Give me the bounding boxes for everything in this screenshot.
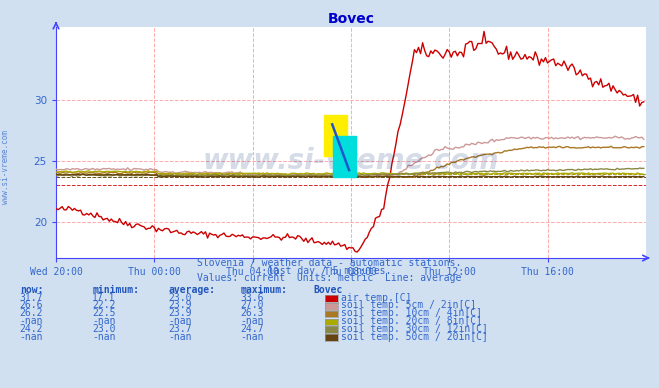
Text: -nan: -nan bbox=[20, 316, 43, 326]
Text: 23.0: 23.0 bbox=[168, 293, 192, 303]
Text: 24.2: 24.2 bbox=[20, 324, 43, 334]
Text: -nan: -nan bbox=[168, 331, 192, 341]
Text: 27.0: 27.0 bbox=[241, 300, 264, 310]
Text: Bovec: Bovec bbox=[313, 285, 343, 295]
Text: -nan: -nan bbox=[92, 331, 116, 341]
Text: 23.9: 23.9 bbox=[168, 300, 192, 310]
Text: 26.2: 26.2 bbox=[20, 308, 43, 318]
Text: now:: now: bbox=[20, 285, 43, 295]
Text: -nan: -nan bbox=[20, 331, 43, 341]
Text: soil temp. 20cm / 8in[C]: soil temp. 20cm / 8in[C] bbox=[341, 316, 482, 326]
Text: -nan: -nan bbox=[168, 316, 192, 326]
Text: soil temp. 5cm / 2in[C]: soil temp. 5cm / 2in[C] bbox=[341, 300, 476, 310]
Bar bbox=[324, 115, 347, 156]
Bar bbox=[333, 136, 356, 177]
Text: 26.6: 26.6 bbox=[20, 300, 43, 310]
Text: soil temp. 10cm / 4in[C]: soil temp. 10cm / 4in[C] bbox=[341, 308, 482, 318]
Title: Bovec: Bovec bbox=[328, 12, 374, 26]
Text: average:: average: bbox=[168, 285, 215, 295]
Text: Values: current  Units: metric  Line: average: Values: current Units: metric Line: aver… bbox=[197, 273, 462, 283]
Text: -nan: -nan bbox=[92, 316, 116, 326]
Text: 23.7: 23.7 bbox=[168, 324, 192, 334]
Text: last day / 5 minutes.: last day / 5 minutes. bbox=[268, 265, 391, 275]
Text: 24.7: 24.7 bbox=[241, 324, 264, 334]
Text: 23.0: 23.0 bbox=[92, 324, 116, 334]
Text: 23.9: 23.9 bbox=[168, 308, 192, 318]
Text: www.si-vreme.com: www.si-vreme.com bbox=[203, 147, 499, 175]
Text: air temp.[C]: air temp.[C] bbox=[341, 293, 412, 303]
Text: soil temp. 50cm / 20in[C]: soil temp. 50cm / 20in[C] bbox=[341, 331, 488, 341]
Text: 26.3: 26.3 bbox=[241, 308, 264, 318]
Text: 22.2: 22.2 bbox=[92, 300, 116, 310]
Text: maximum:: maximum: bbox=[241, 285, 287, 295]
Text: soil temp. 30cm / 12in[C]: soil temp. 30cm / 12in[C] bbox=[341, 324, 488, 334]
Text: -nan: -nan bbox=[241, 316, 264, 326]
Text: 33.6: 33.6 bbox=[241, 293, 264, 303]
Text: 31.7: 31.7 bbox=[20, 293, 43, 303]
Text: 22.5: 22.5 bbox=[92, 308, 116, 318]
Text: -nan: -nan bbox=[241, 331, 264, 341]
Text: Slovenia / weather data - automatic stations.: Slovenia / weather data - automatic stat… bbox=[197, 258, 462, 268]
Text: 17.1: 17.1 bbox=[92, 293, 116, 303]
Text: minimum:: minimum: bbox=[92, 285, 139, 295]
Text: www.si-vreme.com: www.si-vreme.com bbox=[1, 130, 10, 204]
